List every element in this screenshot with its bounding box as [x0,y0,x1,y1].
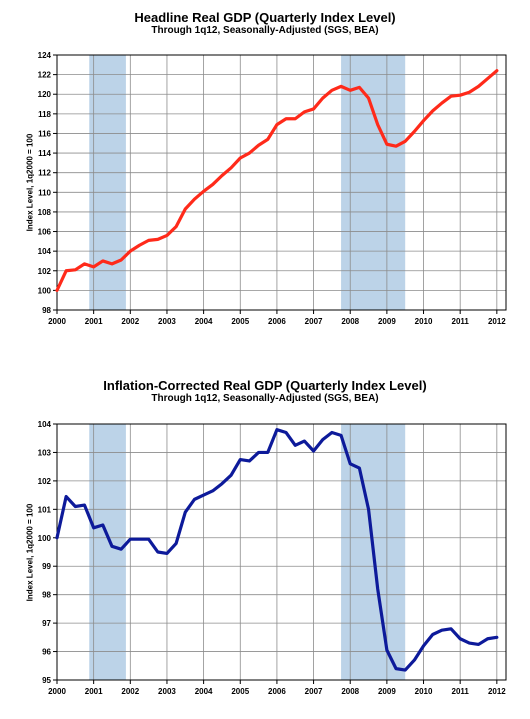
x-tick-label: 2007 [305,687,323,696]
y-tick-label: 122 [38,71,52,80]
y-tick-label: 96 [42,648,51,657]
x-tick-label: 2009 [378,687,396,696]
x-tick-label: 2006 [268,687,286,696]
recession-band [89,55,126,310]
y-tick-label: 114 [38,149,51,158]
x-tick-label: 2009 [378,317,396,326]
y-tick-label: 101 [38,505,52,514]
x-tick-label: 2002 [121,317,139,326]
plot-border [56,423,507,681]
x-tick-label: 2001 [85,317,103,326]
y-tick-label: 116 [38,129,51,138]
y-tick-label: 108 [38,208,52,217]
y-tick-label: 112 [38,169,51,178]
recession-band [341,55,406,310]
y-tick-label: 106 [38,228,52,237]
x-tick-label: 2001 [85,687,103,696]
y-tick-label: 118 [38,110,51,119]
y-tick-label: 104 [38,420,52,429]
y-tick-label: 100 [38,286,52,295]
y-tick-label: 120 [38,90,52,99]
chart-plot-area: 95 96 97 98 99 100 101 102 103 104 2000 2001 2002 200… [38,420,507,696]
y-tick-label: 110 [38,188,51,197]
x-tick-label: 2004 [195,687,213,696]
x-tick-label: 2004 [195,317,213,326]
chart-plot-area: 98 100 102 104 106 108 110 112 114 116 118 120 122 12… [38,51,507,326]
x-tick-label: 2005 [231,317,249,326]
y-tick-label: 102 [38,477,52,486]
x-tick-label: 2012 [488,317,506,326]
recession-band [89,424,126,680]
chart-subtitle: Through 1q12, Seasonally-Adjusted (SGS, … [151,25,379,36]
chart-subtitle: Through 1q12, Seasonally-Adjusted (SGS, … [151,393,379,404]
x-tick-label: 2010 [415,687,433,696]
y-tick-label: 100 [38,534,52,543]
x-tick-label: 2006 [268,317,286,326]
y-tick-label: 98 [42,591,51,600]
x-tick-label: 2000 [48,317,66,326]
plot-background [57,55,506,310]
y-axis-label: Index Level, 1q2000 = 100 [25,133,35,232]
y-tick-label: 104 [38,247,52,256]
headline-gdp-chart: Headline Real GDP (Quarterly Index Level… [0,0,530,340]
x-tick-label: 2005 [231,687,249,696]
x-tick-label: 2008 [341,317,359,326]
y-tick-label: 124 [38,51,52,60]
x-tick-label: 2000 [48,687,66,696]
y-tick-label: 97 [42,619,51,628]
y-axis-label: Index Level, 1q2000 = 100 [25,503,35,601]
y-tick-label: 98 [42,306,51,315]
series-line [55,69,499,292]
x-tick-label: 2003 [158,687,176,696]
x-tick-label: 2007 [305,317,323,326]
y-tick-label: 95 [42,676,51,685]
x-tick-label: 2011 [452,687,470,696]
y-tick-label: 102 [38,267,52,276]
x-tick-label: 2011 [452,317,470,326]
x-tick-label: 2002 [121,687,139,696]
plot-border [56,54,507,311]
x-tick-label: 2012 [488,687,506,696]
inflation-corrected-gdp-chart: Inflation-Corrected Real GDP (Quarterly … [0,368,530,719]
x-tick-label: 2010 [415,317,433,326]
y-tick-label: 103 [38,448,52,457]
y-tick-label: 99 [42,562,51,571]
chart-title: Inflation-Corrected Real GDP (Quarterly … [103,378,427,393]
series-line [55,428,499,672]
x-tick-label: 2003 [158,317,176,326]
x-tick-label: 2008 [341,687,359,696]
chart-title: Headline Real GDP (Quarterly Index Level… [134,10,396,25]
